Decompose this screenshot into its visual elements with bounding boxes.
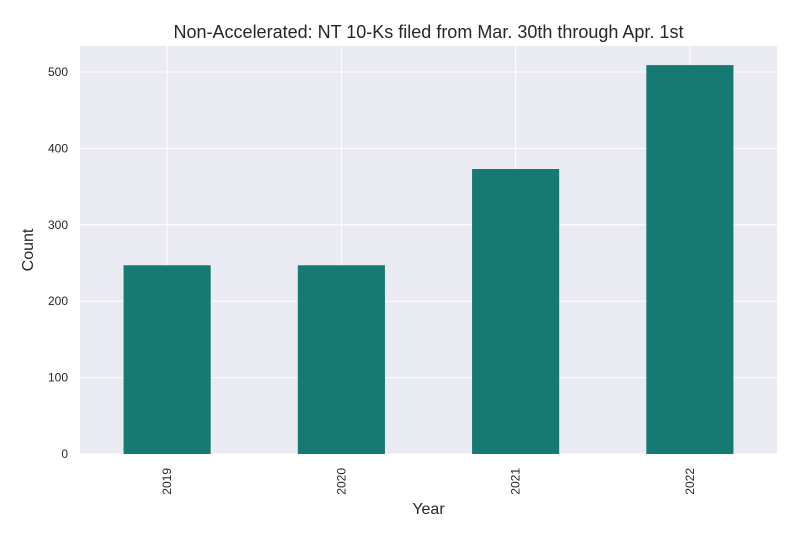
y-axis-title: Count [20, 228, 37, 271]
y-tick-label: 0 [61, 447, 68, 461]
x-tick-labels: 2019 2020 2021 2022 [160, 468, 697, 495]
y-tick-labels: 0 100 200 300 400 500 [48, 65, 68, 461]
chart-title: Non-Accelerated: NT 10-Ks filed from Mar… [174, 22, 684, 42]
y-tick-label: 200 [48, 294, 68, 308]
bar-2019 [123, 265, 211, 454]
x-tick-label: 2020 [334, 468, 348, 495]
bars [123, 65, 734, 454]
y-tick-label: 400 [48, 141, 68, 155]
y-tick-label: 500 [48, 65, 68, 79]
bar-2021 [472, 169, 560, 454]
bar-2022 [646, 65, 734, 454]
x-tick-label: 2019 [160, 468, 174, 495]
y-tick-label: 100 [48, 371, 68, 385]
bar-2020 [297, 265, 385, 454]
x-tick-label: 2022 [683, 468, 697, 495]
x-axis-title: Year [412, 501, 445, 518]
y-tick-label: 300 [48, 218, 68, 232]
x-tick-label: 2021 [509, 468, 523, 495]
